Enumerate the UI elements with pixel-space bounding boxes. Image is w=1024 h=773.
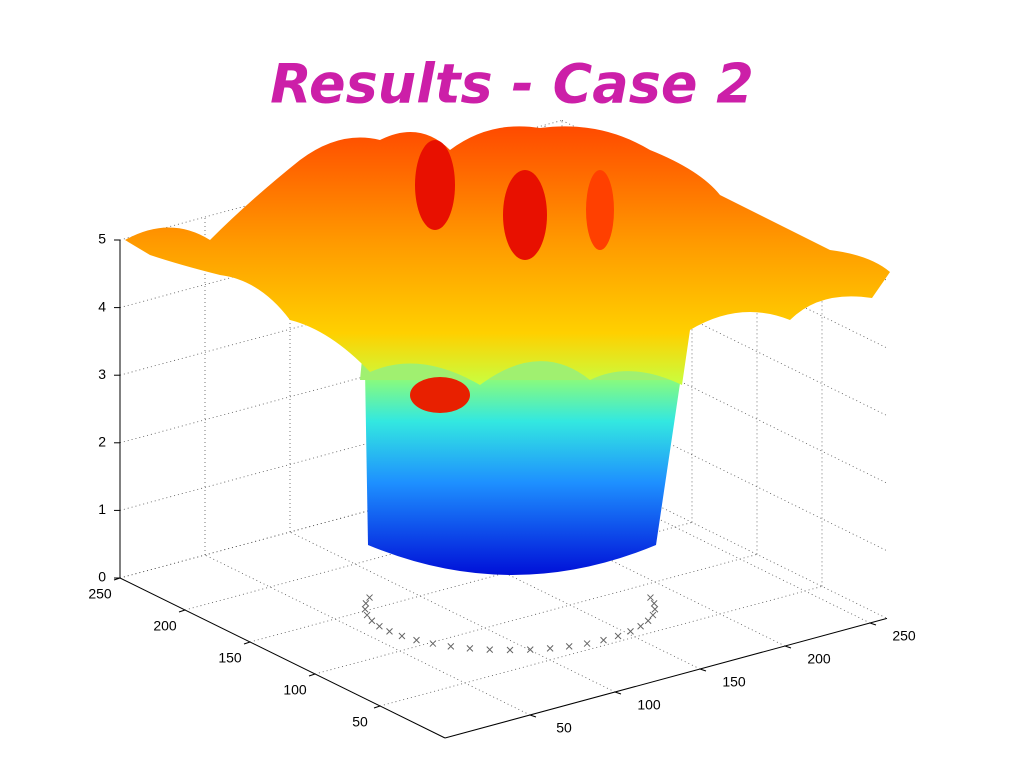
grid-line (374, 508, 701, 670)
y-tick-label: 100 (637, 697, 661, 713)
marker (650, 599, 658, 607)
grid-line (119, 322, 563, 444)
grid-line (119, 390, 563, 511)
grid-line (379, 586, 823, 707)
z-tick-label: 2 (98, 434, 106, 450)
grid-line (119, 458, 563, 579)
x-tick-label: 50 (352, 714, 368, 730)
z-tick-label: 1 (98, 501, 106, 517)
z-tick-label: 5 (98, 231, 106, 247)
surface-top (125, 126, 890, 385)
marker (506, 646, 514, 654)
marker (546, 645, 554, 652)
y-tick (869, 622, 877, 626)
surface (125, 126, 890, 575)
marker (366, 594, 373, 601)
x-tick (308, 673, 316, 677)
z-tick-label: 0 (98, 569, 106, 585)
marker (376, 622, 383, 630)
y-tick-label: 200 (807, 651, 831, 667)
y-axis (444, 617, 888, 739)
y-tick (699, 668, 707, 672)
slide-title: Results - Case 2 (270, 53, 754, 116)
marker (361, 605, 369, 613)
y-tick (529, 714, 537, 718)
marker (651, 605, 659, 613)
x-tick-label: 200 (153, 618, 177, 634)
y-tick-label: 150 (722, 674, 746, 690)
marker (627, 628, 634, 635)
x-tick-label: 100 (283, 682, 307, 698)
marker (647, 594, 654, 601)
surface-peak (586, 170, 614, 250)
x-tick (373, 705, 381, 709)
y-tick (784, 645, 792, 649)
grid-line (544, 462, 871, 624)
x-tick-label: 250 (88, 586, 112, 602)
marker (363, 611, 371, 619)
surface-cup (365, 370, 682, 575)
marker (644, 617, 652, 625)
y-tick-label: 250 (892, 628, 916, 644)
marker (583, 640, 591, 647)
x-tick-label: 150 (218, 650, 242, 666)
marker (526, 646, 534, 653)
marker (600, 636, 607, 644)
grid-line (249, 522, 693, 643)
marker (447, 642, 455, 650)
x-tick (113, 577, 121, 581)
surface-peak (415, 140, 455, 230)
grid-line (459, 485, 786, 647)
marker (362, 599, 370, 607)
z-tick-label: 3 (98, 366, 106, 382)
grid-line (289, 531, 616, 693)
y-tick (614, 691, 622, 695)
marker (565, 642, 573, 650)
z-tick-label: 4 (98, 298, 106, 314)
marker (398, 632, 406, 640)
surface-peak (410, 377, 470, 413)
x-tick (178, 609, 186, 613)
surface-peak (503, 170, 547, 260)
marker (386, 628, 393, 635)
marker (637, 622, 644, 630)
x-tick (243, 641, 251, 645)
x-axis (119, 577, 446, 739)
y-tick-label: 50 (556, 720, 572, 736)
grid-line (204, 554, 531, 716)
marker (486, 646, 494, 653)
marker (429, 640, 437, 647)
marker (614, 632, 622, 640)
grid-line (314, 554, 758, 675)
marker (466, 645, 474, 652)
marker (368, 617, 376, 625)
marker (413, 636, 420, 644)
marker (649, 611, 657, 619)
